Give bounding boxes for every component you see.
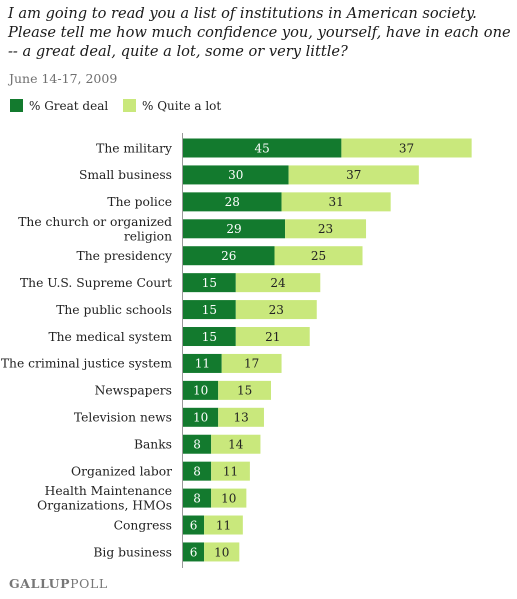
bar-great-deal <box>183 138 342 158</box>
legend-item-great-deal: % Great deal <box>10 99 108 113</box>
category-label: The police <box>107 195 172 209</box>
bar-quite-a-lot <box>218 380 271 400</box>
bar-quite-a-lot <box>211 488 247 508</box>
bar-quite-a-lot <box>211 461 250 481</box>
data-label: 24 <box>270 276 286 290</box>
data-label: 17 <box>244 357 259 371</box>
data-label: 37 <box>399 141 414 155</box>
data-label: 13 <box>233 411 248 425</box>
category-label: The military <box>96 141 172 155</box>
bar-great-deal <box>183 273 236 293</box>
category-label: Health Maintenance Organizations, HMOs <box>37 484 172 513</box>
bar-great-deal <box>183 434 212 454</box>
bar-great-deal <box>183 300 236 320</box>
legend-label-great-deal: % Great deal <box>29 99 109 113</box>
category-label: The criminal justice system <box>1 357 172 371</box>
bar-quite-a-lot <box>288 165 419 185</box>
category-label: The church or organized religion <box>18 215 172 244</box>
data-label: 15 <box>237 384 252 398</box>
bar-quite-a-lot <box>204 542 240 562</box>
data-label: 8 <box>193 464 201 478</box>
data-label: 10 <box>214 545 229 559</box>
data-label: 45 <box>255 141 270 155</box>
bar-great-deal <box>183 515 205 535</box>
bar-great-deal <box>183 380 219 400</box>
bar-quite-a-lot <box>341 138 472 158</box>
data-label: 6 <box>190 545 198 559</box>
data-label: 11 <box>223 464 238 478</box>
data-label: 15 <box>202 330 217 344</box>
data-label: 10 <box>221 491 236 505</box>
data-label: 23 <box>318 222 333 236</box>
data-label: 14 <box>228 438 244 452</box>
category-label: The presidency <box>77 249 173 263</box>
data-label: 37 <box>346 168 361 182</box>
category-label: Small business <box>79 168 172 182</box>
question-text: I am going to read you a list of institu… <box>8 5 511 60</box>
bar-great-deal <box>183 192 282 212</box>
data-label: 28 <box>225 195 240 209</box>
legend-swatch-great-deal <box>10 99 23 112</box>
category-label: Congress <box>114 518 172 532</box>
data-label: 30 <box>228 168 243 182</box>
data-label: 21 <box>265 330 280 344</box>
bar-quite-a-lot <box>235 300 317 320</box>
data-label: 15 <box>202 303 217 317</box>
gallup-poll-logo: GALLUPPOLL <box>9 576 108 591</box>
data-label: 8 <box>193 491 201 505</box>
data-label: 29 <box>226 222 241 236</box>
bar-great-deal <box>183 219 286 239</box>
bar-quite-a-lot <box>274 246 363 266</box>
survey-date: June 14-17, 2009 <box>9 71 118 86</box>
bar-great-deal <box>183 246 275 266</box>
category-label: The U.S. Supreme Court <box>20 276 172 290</box>
bar-quite-a-lot <box>281 192 391 212</box>
data-label: 10 <box>193 411 208 425</box>
bar-great-deal <box>183 407 219 427</box>
data-label: 25 <box>311 249 326 263</box>
category-label: Newspapers <box>95 384 172 398</box>
data-label: 11 <box>216 518 231 532</box>
data-label: 11 <box>195 357 210 371</box>
category-label: Banks <box>134 438 172 452</box>
legend-swatch-quite-a-lot <box>123 99 136 112</box>
category-label: The public schools <box>56 303 172 317</box>
bar-quite-a-lot <box>285 219 367 239</box>
bar-quite-a-lot <box>204 515 243 535</box>
bar-great-deal <box>183 327 236 347</box>
bar-great-deal <box>183 461 212 481</box>
bar-great-deal <box>183 488 212 508</box>
category-label: The medical system <box>48 330 172 344</box>
legend-item-quite-a-lot: % Quite a lot <box>123 99 221 113</box>
bar-great-deal <box>183 165 289 185</box>
data-label: 15 <box>202 276 217 290</box>
legend-label-quite-a-lot: % Quite a lot <box>142 99 222 113</box>
bar-great-deal <box>183 542 205 562</box>
data-label: 8 <box>193 438 201 452</box>
bar-quite-a-lot <box>235 327 310 347</box>
data-label: 6 <box>190 518 198 532</box>
data-label: 31 <box>328 195 343 209</box>
bar-great-deal <box>183 353 222 373</box>
data-label: 10 <box>193 384 208 398</box>
category-label: Big business <box>93 545 172 559</box>
category-label: Organized labor <box>71 464 172 478</box>
data-label: 23 <box>269 303 284 317</box>
bar-quite-a-lot <box>235 273 321 293</box>
data-label: 26 <box>221 249 236 263</box>
bar-quite-a-lot <box>211 434 261 454</box>
bar-quite-a-lot <box>218 407 264 427</box>
bar-quite-a-lot <box>221 353 282 373</box>
category-label: Television news <box>74 411 172 425</box>
